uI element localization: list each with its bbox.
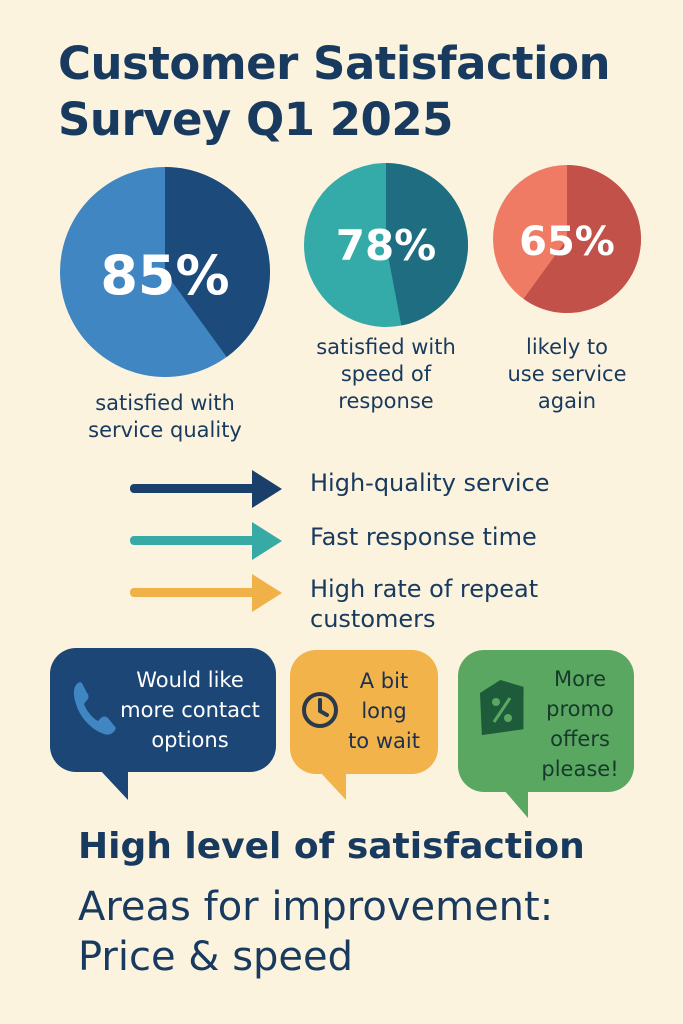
pie-label-line: satisfied with (95, 391, 235, 415)
feedback-bubble-wait: A bit long to wait (290, 650, 438, 800)
arrow-head (252, 522, 282, 560)
bubble-line: Would like (136, 668, 244, 692)
pie-value-service-quality: 85% (100, 244, 229, 307)
improvement-line-1: Areas for improvement: (78, 884, 554, 930)
pie-charts: 85% 78% 65% (60, 163, 641, 377)
arrow-head (252, 470, 282, 508)
page-title: Customer Satisfaction Survey Q1 2025 (58, 36, 658, 148)
pie-label-line: response (338, 389, 434, 413)
pie-label-line: satisfied with (316, 335, 456, 359)
arrow-shaft (130, 484, 256, 493)
arrow-shaft (130, 536, 256, 545)
bubble-line: to wait (348, 729, 420, 753)
pie-label-use-again: likely to use service again (487, 334, 647, 415)
driver-text-speed: Fast response time (310, 523, 537, 551)
bubble-tail (504, 790, 528, 818)
bubble-line: offers (550, 727, 610, 751)
pie-label-speed-of-response: satisfied with speed of response (296, 334, 476, 415)
clock-icon (302, 692, 338, 728)
summary-headline: High level of satisfaction (78, 826, 585, 867)
arrow-shaft (130, 588, 256, 597)
bubble-text-wait: A bit long to wait (334, 666, 434, 756)
driver-text-repeat: High rate of repeat customers (310, 575, 539, 633)
summary-improvement: Areas for improvement: Price & speed (78, 882, 668, 982)
pie-value-use-again: 65% (519, 219, 615, 265)
driver-text-quality: High-quality service (310, 469, 550, 497)
bubble-line: please! (541, 757, 619, 781)
pie-label-line: likely to (525, 335, 609, 359)
pie-label-line: service quality (88, 418, 242, 442)
phone-icon (73, 682, 116, 735)
bubble-text-promo: More promo offers please! (530, 664, 630, 784)
bubble-line: promo (546, 697, 614, 721)
pie-service-quality: 85% (60, 167, 271, 377)
improvement-line-2: Price & speed (78, 934, 354, 980)
pie-slice-speed-of-response (386, 163, 468, 326)
pie-use-again: 65% (493, 165, 641, 313)
feedback-bubble-promo: More promo offers please! (458, 650, 634, 818)
title-line-2: Survey Q1 2025 (58, 93, 453, 146)
pie-label-service-quality: satisfied with service quality (60, 390, 270, 444)
bubble-line: A bit (359, 669, 409, 693)
pie-slice-use-again (523, 165, 641, 313)
pie-slice-service-quality (165, 167, 271, 357)
bubble-tail (320, 772, 346, 800)
pie-value-speed-of-response: 78% (336, 221, 437, 270)
bubble-text-contact: Would like more contact options (110, 665, 270, 755)
discount-tag-icon (479, 679, 524, 736)
pie-label-line: use service (507, 362, 627, 386)
bubble-line: More (553, 667, 607, 691)
arrow-head (252, 574, 282, 612)
pie-speed-of-response: 78% (304, 163, 468, 327)
bubble-line: options (151, 728, 229, 752)
bubble-line: more contact (120, 698, 260, 722)
pie-label-line: speed of (340, 362, 432, 386)
title-line-1: Customer Satisfaction (58, 37, 611, 90)
bubble-tail (100, 770, 128, 800)
feedback-bubble-contact: Would like more contact options (50, 648, 276, 800)
pie-label-line: again (537, 389, 597, 413)
bubble-line: long (361, 699, 407, 723)
